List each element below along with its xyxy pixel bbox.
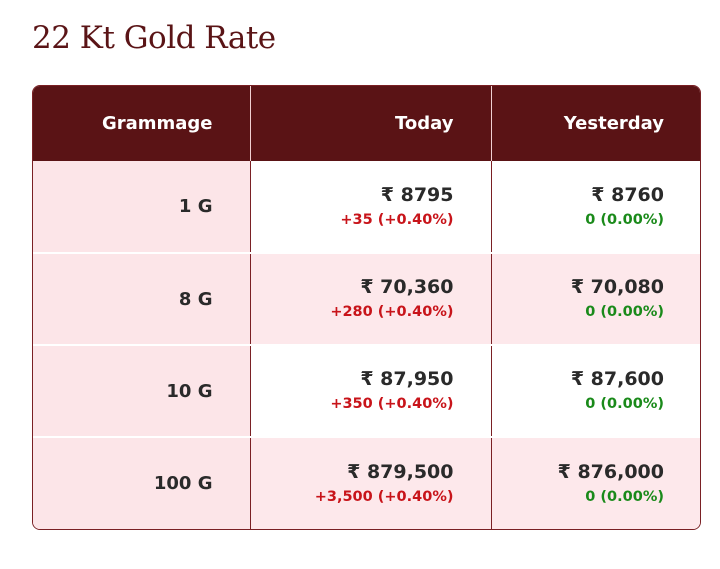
today-change: +280 (+0.40%): [330, 304, 454, 320]
table-row: 100 G ₹ 879,500 +3,500 (+0.40%) ₹ 876,00…: [33, 437, 700, 529]
table-row: 8 G ₹ 70,360 +280 (+0.40%) ₹ 70,080 0 (0…: [33, 253, 700, 345]
today-cell: ₹ 70,360 +280 (+0.40%): [250, 253, 492, 345]
today-cell: ₹ 87,950 +350 (+0.40%): [250, 345, 492, 437]
today-change: +35 (+0.40%): [340, 211, 454, 228]
grammage-cell: 1 G: [33, 161, 251, 253]
table-header: Grammage Today Yesterday: [33, 86, 700, 161]
yesterday-change: 0 (0.00%): [585, 488, 664, 505]
today-cell: ₹ 8795 +35 (+0.40%): [250, 161, 492, 253]
yesterday-price: ₹ 8760: [591, 183, 664, 206]
today-change: +350 (+0.40%): [330, 396, 454, 412]
table-row: 1 G ₹ 8795 +35 (+0.40%) ₹ 8760 0 (0.00%): [33, 161, 700, 253]
yesterday-price: ₹ 876,000: [557, 460, 664, 483]
yesterday-cell: ₹ 876,000 0 (0.00%): [491, 437, 700, 529]
gold-rate-table: Grammage Today Yesterday 1 G ₹ 8795 +35 …: [32, 85, 701, 530]
today-change: +3,500 (+0.40%): [314, 488, 454, 505]
today-price: ₹ 70,360: [360, 276, 454, 298]
grammage-cell: 8 G: [33, 253, 251, 345]
yesterday-change: 0 (0.00%): [585, 211, 664, 228]
header-today: Today: [250, 86, 492, 161]
yesterday-change: 0 (0.00%): [585, 304, 664, 320]
header-grammage: Grammage: [33, 86, 251, 161]
yesterday-price: ₹ 70,080: [570, 276, 664, 298]
today-price: ₹ 87,950: [360, 368, 454, 390]
today-cell: ₹ 879,500 +3,500 (+0.40%): [250, 437, 492, 529]
yesterday-cell: ₹ 8760 0 (0.00%): [491, 161, 700, 253]
page-title: 22 Kt Gold Rate: [32, 20, 276, 56]
today-price: ₹ 879,500: [347, 460, 454, 483]
grammage-cell: 100 G: [33, 437, 251, 529]
grammage-cell: 10 G: [33, 345, 251, 437]
today-price: ₹ 8795: [380, 183, 454, 206]
header-yesterday: Yesterday: [491, 86, 700, 161]
yesterday-price: ₹ 87,600: [570, 368, 664, 390]
yesterday-cell: ₹ 87,600 0 (0.00%): [491, 345, 700, 437]
yesterday-change: 0 (0.00%): [585, 396, 664, 412]
table-row: 10 G ₹ 87,950 +350 (+0.40%) ₹ 87,600 0 (…: [33, 345, 700, 437]
yesterday-cell: ₹ 70,080 0 (0.00%): [491, 253, 700, 345]
